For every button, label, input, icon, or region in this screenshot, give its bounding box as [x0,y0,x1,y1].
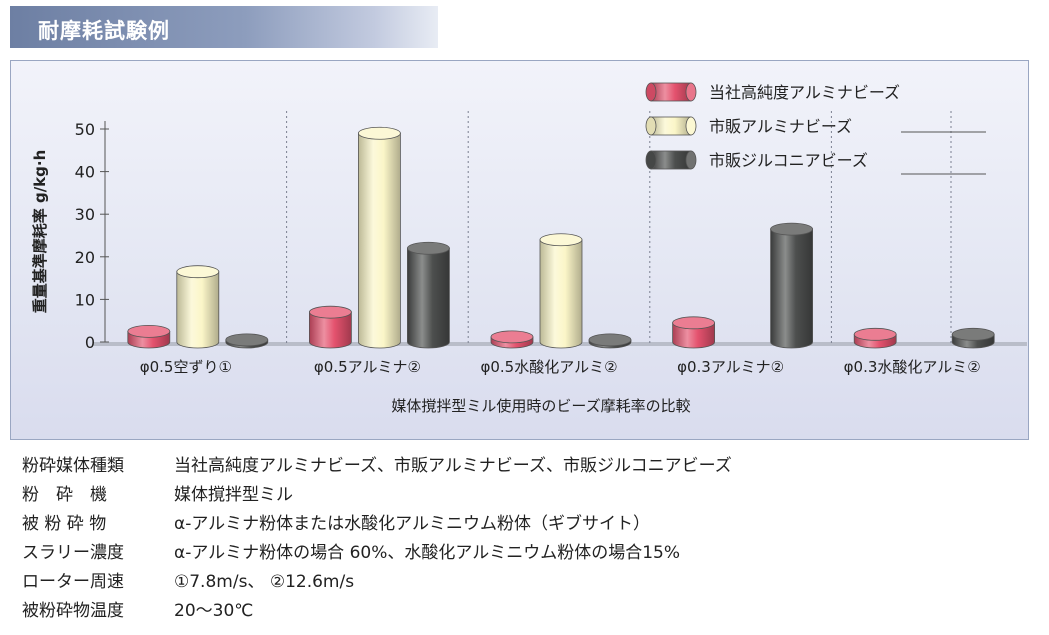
spec-label: 被粉砕物温度 [22,601,124,621]
bar-top [672,316,715,330]
bar-top [127,324,171,338]
legend-label: 当社高純度アルミナビーズ [709,83,900,102]
bar-2-1 [406,241,450,349]
legend-item-0: 当社高純度アルミナビーズ [645,82,900,102]
legend-item-1: 市販アルミナビーズ [645,116,852,136]
x-tick-label: φ0.3アルミナ② [677,358,784,376]
y-tick-label: 50 [75,120,95,139]
legend-label: 市販アルミナビーズ [709,117,852,136]
spec-label: 被 粉 砕 物 [22,514,107,534]
y-tick-label: 40 [75,163,95,182]
bar-top [176,265,220,279]
bar-top [951,327,995,341]
bar-top [770,222,813,236]
spec-row-temperature: 被粉砕物温度 20〜30℃ [22,597,1022,626]
spec-value: 当社高純度アルミナビーズ、市販アルミナビーズ、市販ジルコニアビーズ [174,456,732,476]
legend-swatch-start [645,116,657,136]
bar-1-2 [539,233,583,349]
spec-value: 媒体撹拌型ミル [174,485,293,505]
page-title: 耐摩耗試験例 [38,19,170,43]
y-tick-label: 0 [85,333,95,352]
legend-swatch-body [650,82,692,102]
bar-top [853,327,897,341]
x-tick-label: φ0.5空ずり① [140,358,232,376]
legend-swatch-body [650,116,692,136]
y-tick-label: 10 [75,290,95,309]
bar-2-0 [225,333,269,349]
bar-body [770,228,813,349]
legend-item-2: 市販ジルコニアビーズ [645,150,868,170]
bar-2-2 [588,333,632,349]
legend-swatch-start [645,150,657,170]
legend-swatch-body [650,150,692,170]
spec-value: 20〜30℃ [174,601,254,621]
bar-top [357,126,401,140]
x-tick-label: φ0.5水酸化アルミ② [480,358,617,376]
chart-panel: 0 10 20 30 40 50 重量基準摩耗率 g/kg·h φ0.5空ずり① φ0.5アルミ… [10,60,1029,440]
bar-body [309,311,352,349]
bar-top [406,241,450,255]
legend-swatch-end [685,116,697,136]
y-tick-label: 20 [75,248,95,267]
bar-1-0 [176,265,220,349]
x-tick-label: φ0.3水酸化アルミ② [844,358,981,376]
spec-label: 粉 砕 機 [22,485,107,505]
bar-top [490,330,534,344]
spec-value: ①7.8m/s、 ②12.6m/s [174,572,355,592]
spec-row-rotor: ローター周速 ①7.8m/s、 ②12.6m/s [22,568,1022,597]
x-axis-label: 媒体撹拌型ミル使用時のビーズ摩耗率の比較 [391,397,690,415]
bar-2-3 [770,222,813,349]
bar-body [176,271,220,349]
spec-row-mill: 粉 砕 機 媒体撹拌型ミル [22,481,1022,510]
legend-label: 市販ジルコニアビーズ [709,151,868,170]
bar-top [588,333,632,347]
bar-top [225,333,269,347]
y-tick-label: 30 [75,205,95,224]
bar-0-0 [127,324,171,349]
bar-body [539,239,583,349]
wear-rate-chart: 0 10 20 30 40 50 重量基準摩耗率 g/kg·h φ0.5空ずり① φ0.5アルミ… [31,82,1027,415]
legend-swatch-end [685,82,697,102]
bar-top [539,233,583,247]
spec-row-media: 粉砕媒体種類 当社高純度アルミナビーズ、市販アルミナビーズ、市販ジルコニアビーズ [22,452,1022,481]
bar-0-4 [853,327,897,349]
legend-swatch-end [685,150,697,170]
title-banner: 耐摩耗試験例 [10,6,438,48]
legend-swatch-start [645,82,657,102]
bar-0-2 [490,330,534,349]
x-tick-label: φ0.5アルミナ② [314,358,421,376]
spec-label: ローター周速 [22,572,124,592]
spec-row-slurry: スラリー濃度 α-アルミナ粉体の場合 60%、水酸化アルミニウム粉体の場合15% [22,539,1022,568]
bar-body [358,132,401,349]
test-conditions: 粉砕媒体種類 当社高純度アルミナビーズ、市販アルミナビーズ、市販ジルコニアビーズ … [22,452,1022,626]
spec-row-material: 被 粉 砕 物 α-アルミナ粉体または水酸化アルミニウム粉体（ギブサイト） [22,510,1022,539]
spec-label: スラリー濃度 [22,543,124,563]
spec-label: 粉砕媒体種類 [22,456,124,476]
bar-body [407,247,450,349]
bar-0-3 [672,316,715,349]
spec-value: α-アルミナ粉体または水酸化アルミニウム粉体（ギブサイト） [174,514,650,534]
bar-1-1 [357,126,401,349]
y-axis-label: 重量基準摩耗率 g/kg·h [31,150,49,314]
bar-0-1 [308,305,352,349]
bar-body [672,322,715,349]
bar-top [308,305,352,319]
bar-2-4 [951,327,995,349]
spec-value: α-アルミナ粉体の場合 60%、水酸化アルミニウム粉体の場合15% [174,543,680,563]
